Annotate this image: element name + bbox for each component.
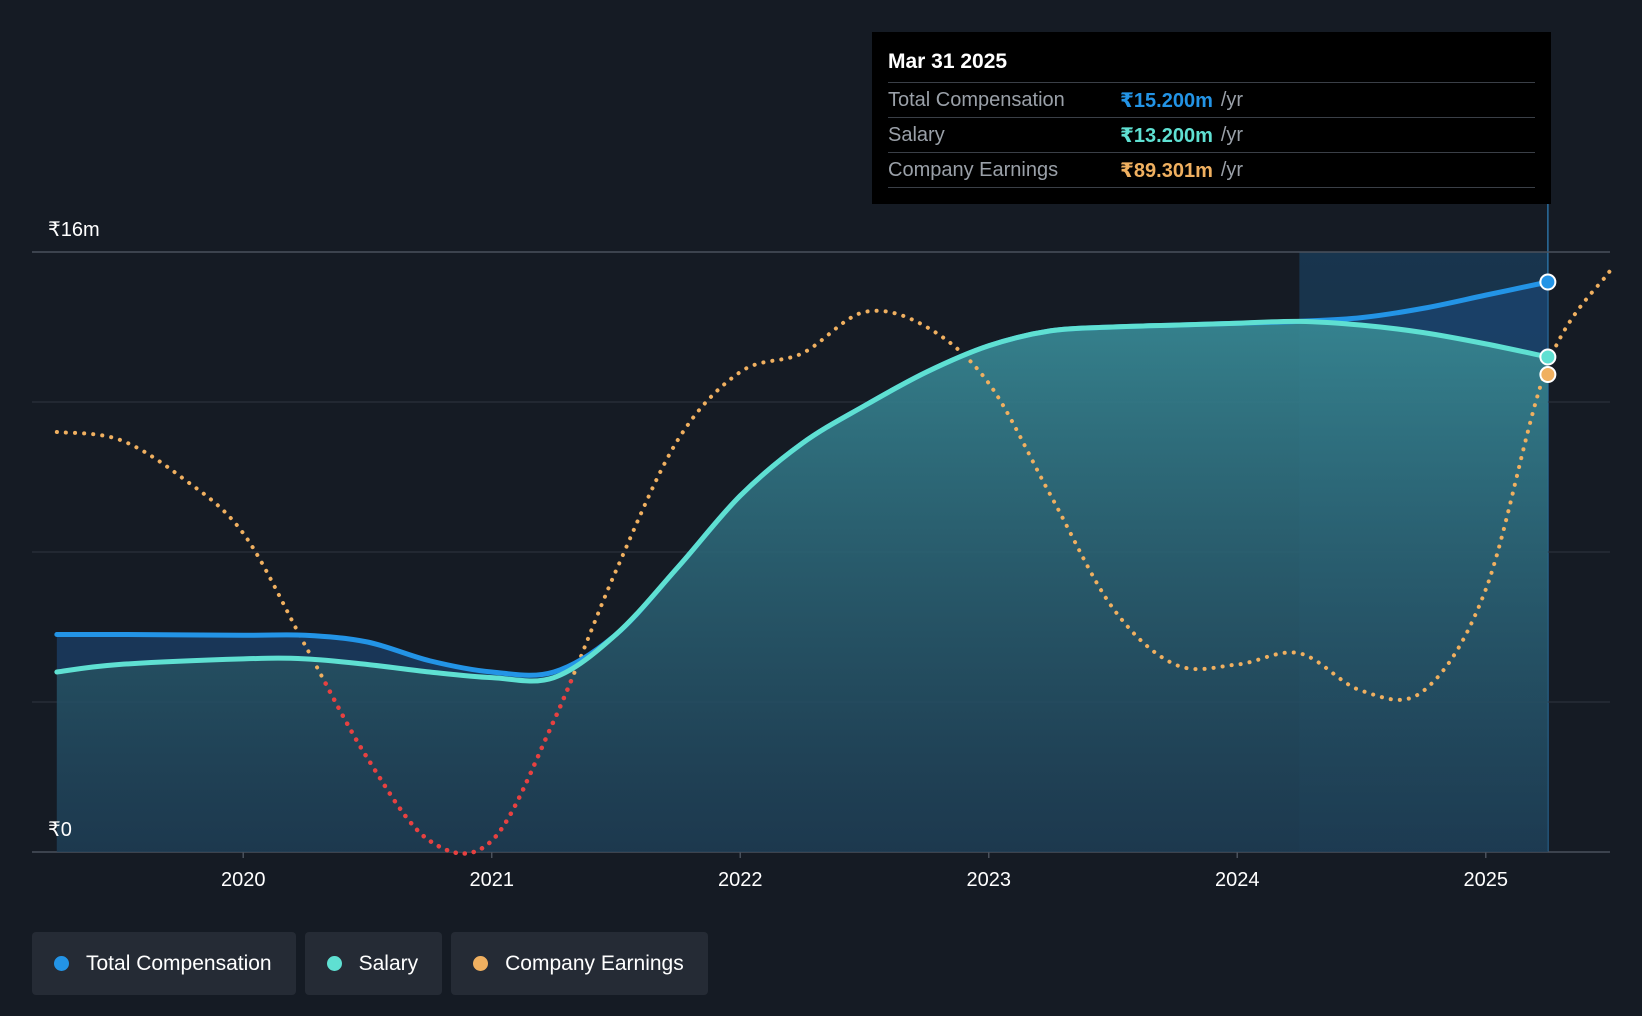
x-tick-label: 2024 [1215, 869, 1260, 891]
x-tick-label: 2020 [221, 869, 266, 891]
y-tick-label: ₹16m [48, 219, 100, 241]
tooltip-unit: /yr [1220, 123, 1244, 146]
tooltip-unit: /yr [1220, 88, 1244, 111]
legend: Total Compensation Salary Company Earnin… [32, 932, 708, 995]
legend-item-salary[interactable]: Salary [304, 932, 443, 995]
x-tick-label: 2021 [469, 869, 514, 891]
salary-line [54, 318, 1551, 684]
x-tick-label: 2023 [966, 869, 1011, 891]
x-tick-label: 2025 [1463, 869, 1508, 891]
salary-marker [1539, 348, 1557, 366]
tooltip-value: ₹15.200m [1120, 89, 1213, 112]
tooltip-label: Salary [888, 123, 945, 146]
tooltip: Mar 31 2025 Total Compensation ₹15.200m … [872, 32, 1551, 204]
tooltip-row-company-earnings: Company Earnings ₹89.301m /yr [888, 153, 1535, 188]
legend-item-company-earnings[interactable]: Company Earnings [451, 932, 708, 995]
tooltip-label: Company Earnings [888, 158, 1059, 181]
y-tick-label: ₹0 [48, 819, 72, 841]
salary-dot-icon [326, 956, 342, 971]
company-earnings-marker [1539, 366, 1557, 383]
tooltip-date: Mar 31 2025 [888, 46, 1535, 83]
company-earnings-dot-icon [473, 956, 489, 971]
tooltip-value: ₹13.200m [1120, 124, 1213, 147]
salary-area [56, 321, 1548, 853]
total-compensation-marker [1539, 273, 1557, 291]
tooltip-value: ₹89.301m [1120, 159, 1213, 182]
tooltip-row-total-compensation: Total Compensation ₹15.200m /yr [888, 83, 1535, 118]
legend-label: Company Earnings [505, 951, 684, 975]
tooltip-row-salary: Salary ₹13.200m /yr [888, 118, 1535, 153]
tooltip-label: Total Compensation [888, 88, 1065, 111]
x-tick-label: 2022 [718, 869, 763, 891]
legend-label: Total Compensation [86, 951, 272, 975]
tooltip-unit: /yr [1220, 158, 1244, 181]
total-compensation-dot-icon [54, 956, 69, 971]
legend-item-total-compensation[interactable]: Total Compensation [32, 932, 296, 995]
legend-label: Salary [358, 951, 419, 975]
